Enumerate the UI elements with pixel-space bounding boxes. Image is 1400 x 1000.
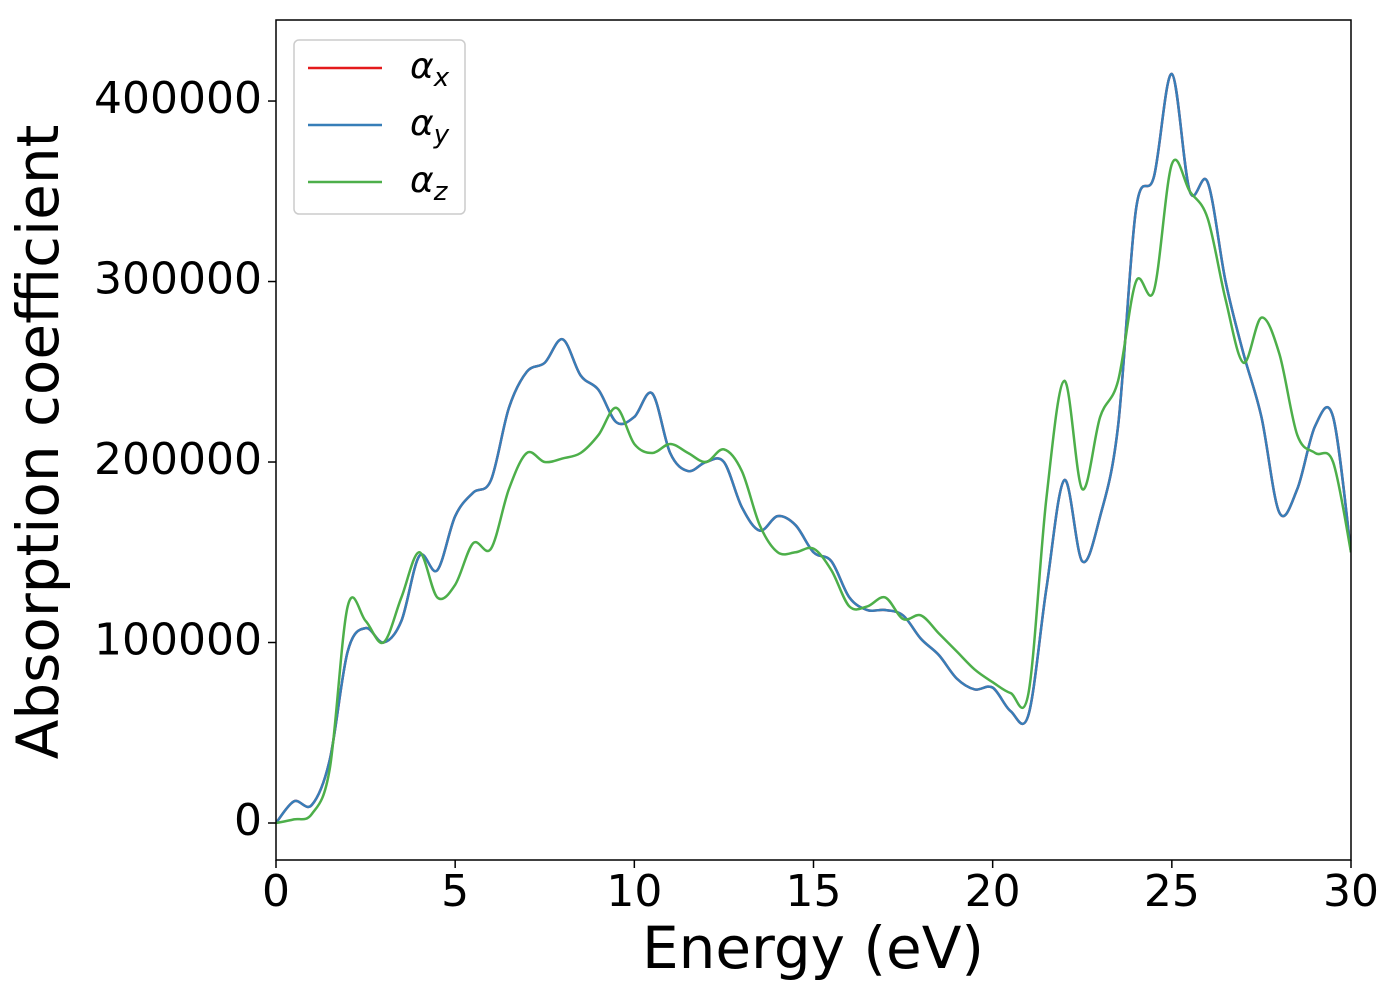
y-axis-label: Absorption coefficient xyxy=(4,125,72,760)
y-tick-label: 300000 xyxy=(94,254,262,305)
x-tick-label: 25 xyxy=(1144,866,1200,917)
x-tick-label: 0 xyxy=(262,866,290,917)
x-tick-label: 10 xyxy=(606,866,662,917)
series-line xyxy=(276,158,1351,825)
legend-box xyxy=(293,39,466,215)
legend-subscript: z xyxy=(433,177,449,207)
x-tick-label: 15 xyxy=(786,866,842,917)
plot-frame xyxy=(275,19,1352,861)
x-tick-label: 20 xyxy=(965,866,1021,917)
legend-subscript: y xyxy=(433,120,450,150)
x-tick-label: 5 xyxy=(441,866,469,917)
x-tick-label: 30 xyxy=(1323,866,1379,917)
x-axis-label: Energy (eV) xyxy=(642,914,984,982)
y-tick-label: 400000 xyxy=(94,73,262,124)
y-tick-label: 200000 xyxy=(94,434,262,485)
series-line xyxy=(276,72,1351,824)
y-tick-label: 100000 xyxy=(94,615,262,666)
y-tick-label: 0 xyxy=(234,795,262,846)
legend-subscript: x xyxy=(433,63,450,93)
